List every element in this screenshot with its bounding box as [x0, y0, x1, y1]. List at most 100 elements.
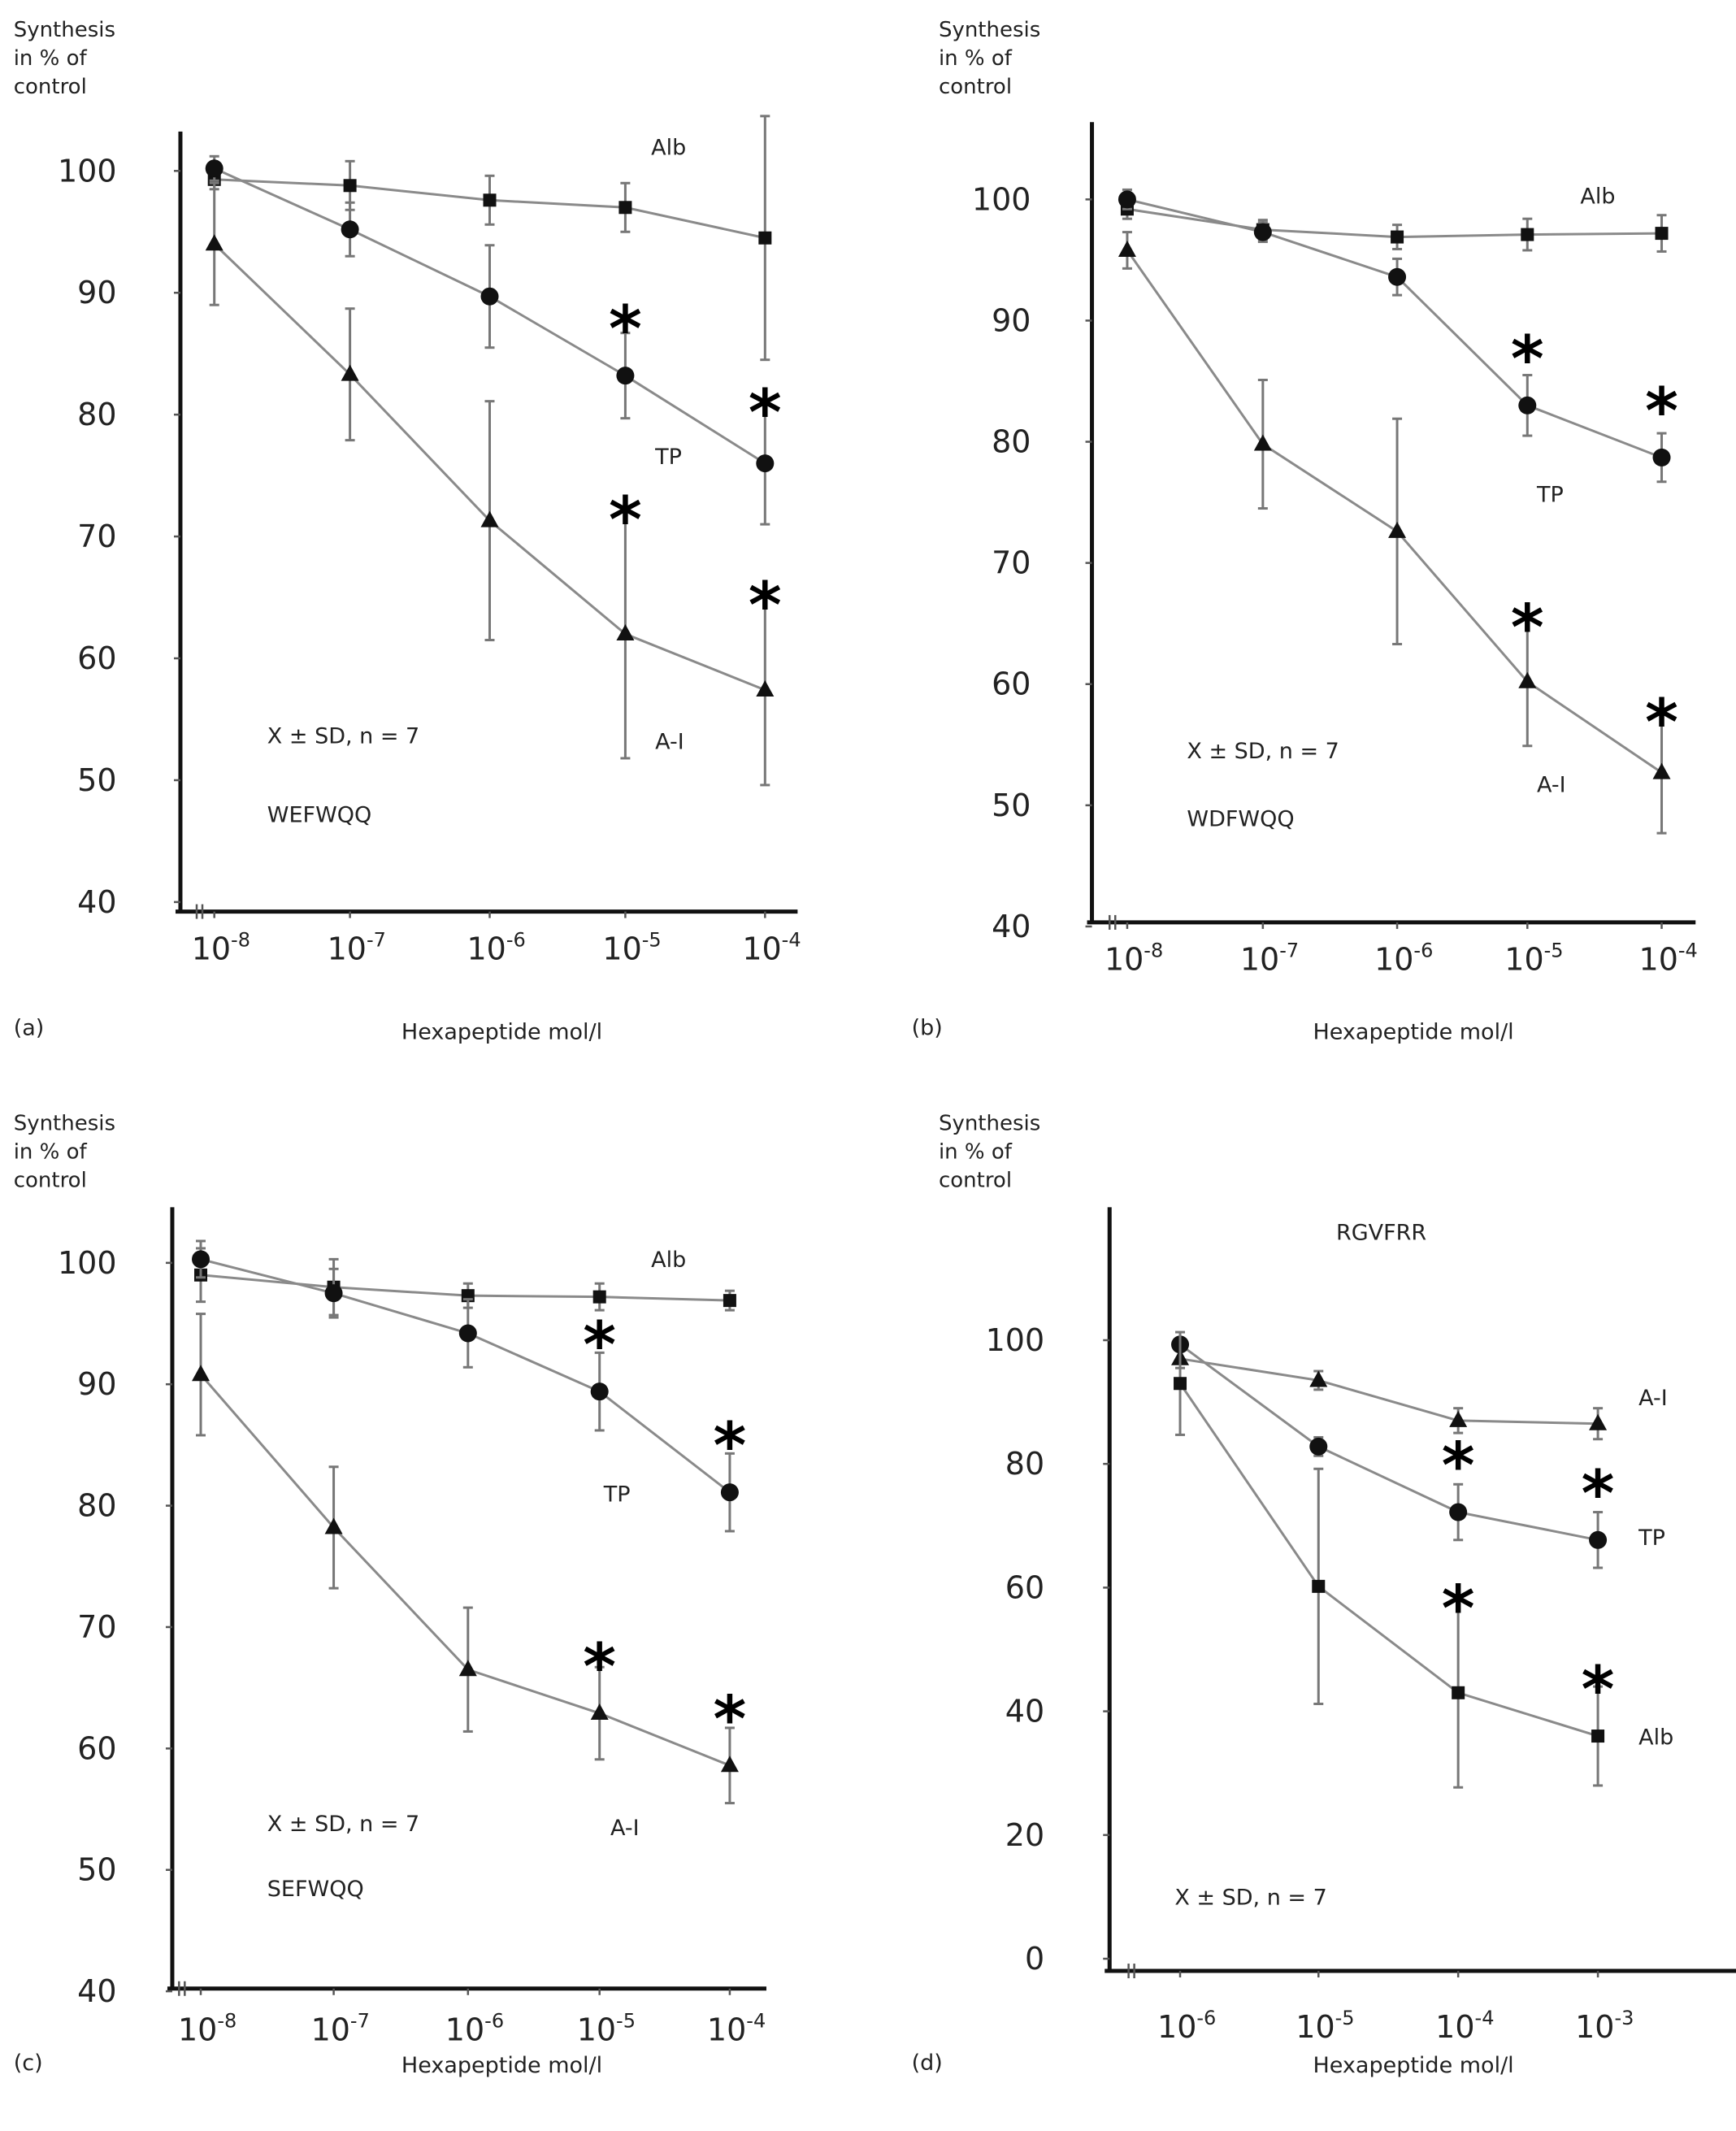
series-ai: A-I	[1171, 1348, 1668, 1441]
y-tick-label: 40	[992, 909, 1031, 944]
data-point-circle	[324, 1284, 343, 1303]
x-tick-base: 10	[1639, 942, 1678, 978]
panel-label: (d)	[912, 2051, 943, 2076]
y-tick-label: 60	[77, 1730, 116, 1766]
y-tick-label: 40	[1005, 1694, 1044, 1730]
x-tick-label: 10-8	[192, 928, 250, 966]
x-tick-base: 10	[311, 2012, 350, 2047]
series-line	[1178, 1382, 1599, 1738]
x-axis-label: Hexapeptide mol/l	[1313, 1019, 1513, 1044]
y-axis-label: in % of	[14, 46, 88, 71]
x-tick-label: 10-4	[1435, 2007, 1494, 2045]
y-tick-label: 100	[986, 1322, 1045, 1358]
series-line	[1179, 1343, 1599, 1542]
y-tick-label: 60	[77, 640, 116, 676]
significance-star: *	[714, 1410, 747, 1483]
y-tick-label: 70	[77, 1609, 116, 1645]
data-point-square	[1521, 228, 1534, 241]
data-point-triangle	[1309, 1370, 1328, 1387]
data-point-triangle	[341, 364, 359, 381]
x-tick-base: 10	[1504, 942, 1543, 978]
x-tick-label: 10-8	[178, 2009, 237, 2047]
series-label: A-I	[1537, 773, 1566, 798]
peptide-name: RGVFRR	[1336, 1220, 1426, 1245]
x-tick-exponent: -5	[1335, 2007, 1355, 2029]
x-tick-label: 10-6	[1157, 2007, 1216, 2045]
series-label: Alb	[651, 135, 686, 160]
series-tp: * * TP	[205, 154, 782, 526]
x-tick-label: 10-6	[1374, 940, 1433, 978]
data-point-triangle	[458, 1660, 477, 1677]
series-alb: Alb	[1120, 184, 1669, 253]
y-tick-label: 100	[58, 153, 117, 189]
x-tick-label: 10-5	[577, 2009, 636, 2047]
y-axis-label: in % of	[939, 1139, 1013, 1164]
x-tick-exponent: -8	[217, 2009, 237, 2032]
x-tick-base: 10	[192, 931, 231, 966]
x-axis-label: Hexapeptide mol/l	[401, 2053, 602, 2078]
x-tick-exponent: -8	[231, 928, 250, 951]
x-tick-base: 10	[467, 931, 506, 966]
data-point-triangle	[590, 1703, 609, 1721]
x-tick-exponent: -3	[1614, 2007, 1634, 2029]
data-point-circle	[341, 220, 359, 239]
y-axis-label: control	[14, 75, 87, 99]
x-tick-base: 10	[742, 931, 781, 966]
series-alb: Alb	[207, 115, 772, 362]
x-tick-base: 10	[602, 931, 641, 966]
y-tick-label: 90	[77, 1366, 116, 1402]
x-tick-exponent: -7	[350, 2009, 370, 2032]
x-tick-exponent: -8	[1144, 940, 1163, 962]
x-tick-label: 10-3	[1575, 2007, 1634, 2045]
data-point-square	[1655, 227, 1669, 241]
x-tick-base: 10	[1157, 2009, 1196, 2045]
x-tick-exponent: -4	[782, 928, 801, 951]
data-point-circle	[1253, 223, 1272, 241]
significance-star: *	[583, 1631, 616, 1704]
x-tick-base: 10	[178, 2012, 217, 2047]
series-tp: * * TP	[1118, 188, 1678, 508]
significance-star: *	[1582, 1654, 1615, 1727]
x-tick-base: 10	[1374, 942, 1413, 978]
data-point-triangle	[192, 1365, 210, 1382]
x-tick-exponent: -5	[1544, 940, 1564, 962]
series-ai: * * A-I	[205, 181, 782, 787]
data-point-circle	[1589, 1530, 1608, 1549]
y-tick-label: 90	[77, 275, 116, 310]
data-point-circle	[616, 367, 635, 385]
peptide-name: SEFWQQ	[267, 1877, 364, 1902]
data-point-triangle	[616, 624, 635, 641]
series-label: TP	[654, 445, 682, 470]
y-tick-label: 80	[992, 424, 1031, 460]
x-tick-exponent: -5	[642, 928, 662, 951]
significance-star: *	[749, 570, 782, 643]
panel-label: (c)	[14, 2051, 43, 2076]
significance-star: *	[1442, 1430, 1475, 1504]
significance-star: *	[1442, 1573, 1475, 1646]
series-line	[199, 1374, 731, 1767]
series-label: TP	[603, 1482, 631, 1508]
y-axis-label: in % of	[14, 1139, 88, 1164]
y-tick-label: 40	[77, 884, 116, 920]
x-tick-label: 10-6	[467, 928, 526, 966]
x-tick-exponent: -5	[616, 2009, 636, 2032]
stats-annotation: X ± SD, n = 7	[1174, 1885, 1326, 1910]
data-point-circle	[205, 159, 224, 178]
series-alb: * * Alb	[1174, 1330, 1673, 1789]
data-point-triangle	[324, 1517, 343, 1534]
y-tick-label: 80	[77, 397, 116, 432]
x-axis-label: Hexapeptide mol/l	[401, 1019, 602, 1044]
significance-star: *	[1582, 1458, 1615, 1531]
series-tp: * * TP	[192, 1239, 747, 1533]
y-tick-label: 70	[992, 545, 1031, 581]
x-tick-exponent: -6	[1196, 2007, 1216, 2029]
x-tick-label: 10-7	[1240, 940, 1299, 978]
y-tick-label: 60	[1005, 1569, 1044, 1605]
x-tick-label: 10-6	[445, 2009, 504, 2047]
x-tick-base: 10	[1240, 942, 1279, 978]
significance-star: *	[1645, 687, 1678, 760]
series-label: Alb	[1638, 1725, 1673, 1750]
data-point-triangle	[1388, 521, 1407, 538]
